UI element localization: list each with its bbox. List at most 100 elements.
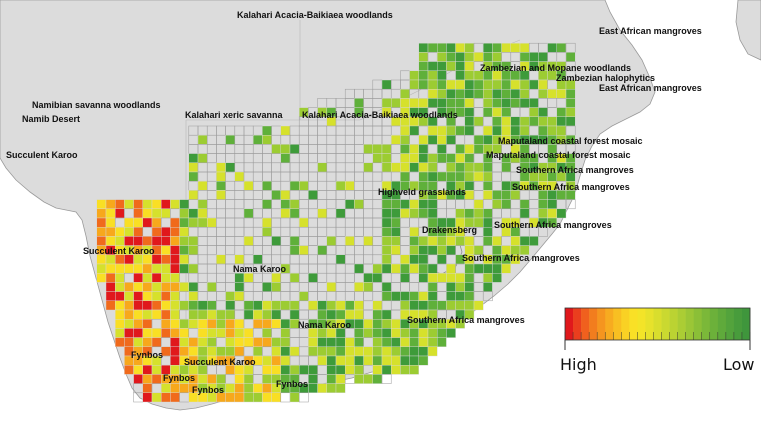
grid-cell [501,162,512,173]
grid-cell [372,300,383,311]
grid-cell [289,365,300,375]
grid-cell [501,79,512,90]
ecoregion-label: Namib Desert [22,114,80,124]
grid-cell [501,125,512,136]
grid-cell [262,355,272,366]
grid-cell [289,392,300,403]
grid-cell [124,199,134,210]
grid-cell [262,374,272,384]
grid-cell [363,346,374,357]
grid-cell [96,273,107,283]
grid-cell [271,319,282,329]
grid-cell [234,383,245,394]
grid-cell [437,300,447,311]
grid-cell [124,291,134,302]
grid-cell [345,355,355,366]
grid-cell [354,98,364,108]
grid-cell [225,134,236,145]
legend-color-step [685,308,694,340]
grid-cell [280,208,291,219]
grid-cell [418,236,429,246]
grid-cell [354,282,364,292]
grid-cell [179,236,190,246]
legend-color-step [629,308,638,340]
grid-cell [160,291,171,302]
grid-cell [372,374,383,384]
grid-cell [483,125,493,136]
grid-cell [216,309,226,320]
grid-cell [271,337,282,348]
grid-cell [188,236,199,246]
grid-cell [151,236,162,246]
grid-cell [381,282,392,292]
grid-cell [160,254,171,265]
grid-cell [170,328,180,338]
grid-cell [243,273,254,283]
grid-cell [133,208,144,219]
grid-cell [179,319,190,329]
grid-cell [197,300,208,311]
grid-cell [335,180,346,191]
grid-cell [354,328,364,338]
grid-cell [142,374,153,384]
grid-cell [179,208,190,219]
grid-cell [271,346,282,357]
grid-cell [510,79,521,90]
grid-cell [96,263,107,274]
grid-cell [188,300,199,311]
grid-cell [234,291,245,302]
grid-cell [483,79,493,90]
grid-cell [142,383,153,394]
grid-cell [483,171,493,182]
grid-cell [234,328,245,338]
grid-cell [464,125,475,136]
grid-cell [271,365,282,375]
grid-cell [427,43,438,53]
grid-cell [400,171,410,182]
grid-cell [317,208,328,219]
grid-cell [363,273,374,283]
grid-cell [317,355,328,366]
grid-cell [280,199,291,210]
grid-cell [96,236,107,246]
grid-cell [188,291,199,302]
grid-cell [446,162,456,173]
grid-cell [391,98,401,108]
grid-cell [326,337,337,348]
grid-cell [400,125,410,136]
grid-cell [547,43,557,53]
grid-cell [464,171,475,182]
grid-cell [464,162,475,173]
grid-cell [400,355,410,366]
grid-cell [455,208,466,219]
grid-cell [105,226,116,237]
legend-color-step [661,308,670,340]
grid-cell [114,309,125,320]
grid-cell [133,236,144,246]
grid-cell [197,328,208,338]
ecoregion-label: Maputaland coastal forest mosaic [498,136,643,146]
grid-cell [464,236,475,246]
grid-cell [354,263,364,274]
grid-cell [151,309,162,320]
grid-cell [142,300,153,311]
grid-cell [114,282,125,292]
ecoregion-label: Highveld grasslands [378,187,466,197]
grid-cell [473,199,484,210]
grid-cell [501,263,512,274]
grid-cell [262,199,272,210]
grid-cell [427,300,438,311]
grid-cell [188,208,199,219]
grid-cell [418,245,429,256]
grid-cell [446,61,456,71]
grid-cell [400,346,410,357]
grid-cell [372,263,383,274]
grid-cell [391,208,401,219]
grid-cell [446,263,456,274]
grid-cell [335,337,346,348]
grid-cell [271,273,282,283]
grid-cell [133,217,144,228]
grid-cell [492,107,502,117]
grid-cell [400,273,410,283]
grid-cell [317,309,328,320]
